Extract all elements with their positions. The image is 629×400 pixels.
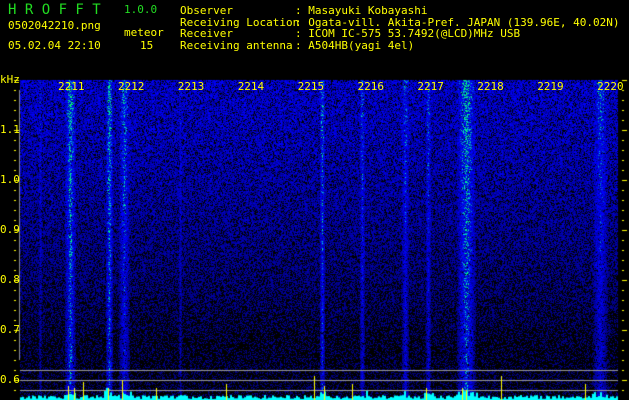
file-datetime: 05.02.04 22:10 [8, 39, 101, 52]
time-tick-label: 2211 [58, 80, 85, 93]
info-value: : ICOM IC-575 53.7492(@LCD)MHz USB [295, 27, 521, 40]
time-tick-label: 2220 [597, 80, 624, 93]
time-tick-label: 2213 [177, 80, 205, 93]
file-name: 0502042210.png [8, 19, 101, 32]
freq-tick-label: 1.0 [0, 173, 20, 186]
info-label: Observer [180, 4, 233, 17]
time-tick-label: 2215 [297, 80, 325, 93]
info-value: : A504HB(yagi 4el) [295, 38, 415, 52]
time-tick-label: 2217 [417, 80, 444, 93]
meteor-count: 15 [140, 39, 154, 52]
app-title: H R O F F T [8, 2, 101, 18]
time-tick-label: 2212 [117, 80, 145, 93]
freq-tick-label: 0.6 [0, 373, 20, 386]
time-tick-label: 2214 [237, 80, 265, 93]
freq-tick-label: 0.9 [0, 223, 20, 236]
freq-tick-label: 1.1 [0, 123, 20, 136]
freq-unit: kHz [0, 73, 20, 86]
freq-tick-label: 0.8 [0, 273, 20, 286]
info-value: : Ogata-vill. Akita-Pref. JAPAN (139.96E… [295, 15, 620, 29]
time-tick-label: 2218 [477, 80, 504, 93]
info-value: : Masayuki Kobayashi [295, 4, 428, 17]
time-tick-label: 2216 [357, 80, 385, 93]
info-label: Receiving antenna [180, 38, 293, 52]
info-label: Receiver [180, 27, 233, 40]
freq-tick-label: 0.7 [0, 323, 20, 336]
meteor-label: meteor [124, 26, 164, 39]
app-version: 1.0.0 [124, 3, 158, 16]
info-label: Receiving Location [180, 15, 300, 29]
time-tick-label: 2219 [537, 80, 564, 93]
